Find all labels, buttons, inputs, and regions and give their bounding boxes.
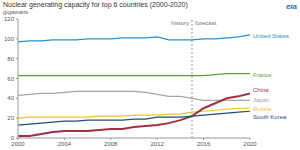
html-text:gigawatts: gigawatts [3, 9, 29, 15]
html-text:eia: eia [285, 2, 297, 11]
svg-text:2008: 2008 [104, 141, 118, 147]
svg-text:2004: 2004 [58, 141, 72, 147]
svg-text:60: 60 [8, 76, 15, 82]
svg-text:China: China [253, 87, 269, 93]
svg-text:South Korea: South Korea [253, 114, 287, 120]
svg-text:2016: 2016 [197, 141, 211, 147]
svg-text:history: history [171, 20, 189, 26]
svg-text:20: 20 [8, 115, 15, 121]
svg-text:80: 80 [8, 56, 15, 62]
svg-text:Japan: Japan [253, 97, 269, 103]
html-text:Nuclear generating capacity fo: Nuclear generating capacity for top 6 co… [3, 1, 188, 8]
svg-text:forecast: forecast [195, 20, 217, 26]
svg-text:United States: United States [253, 33, 289, 39]
svg-text:2000: 2000 [11, 141, 25, 147]
svg-text:2012: 2012 [151, 141, 165, 147]
svg-text:France: France [253, 72, 272, 78]
svg-text:Russia: Russia [253, 106, 272, 112]
svg-text:2020: 2020 [243, 141, 257, 147]
svg-text:100: 100 [8, 36, 15, 42]
svg-text:40: 40 [8, 95, 15, 101]
svg-text:120: 120 [8, 16, 15, 22]
svg-text:0: 0 [11, 135, 15, 141]
